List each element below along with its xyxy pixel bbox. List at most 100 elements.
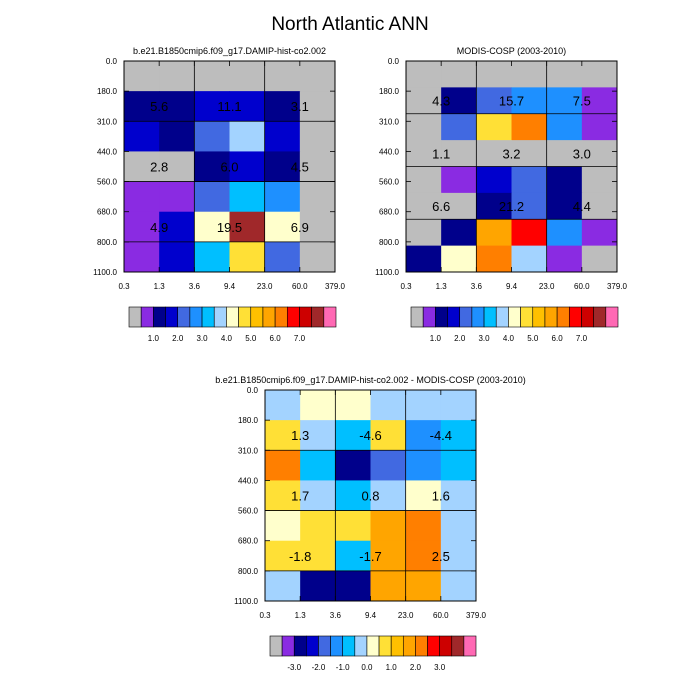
heatmap-cell bbox=[194, 151, 230, 183]
panels-group: b.e21.B1850cmip6.f09_g17.DAMIP-hist-co2.… bbox=[93, 46, 627, 620]
heatmap-cell bbox=[335, 540, 371, 572]
heatmap-cell bbox=[511, 140, 548, 167]
colorbar-box bbox=[213, 306, 227, 328]
y-tick-label: 310.0 bbox=[379, 117, 400, 126]
colorbar-box bbox=[605, 306, 619, 328]
heatmap-cell bbox=[300, 540, 336, 572]
heatmap-cell bbox=[124, 211, 160, 243]
x-tick-label: 3.6 bbox=[189, 282, 201, 291]
heatmap-cell bbox=[546, 192, 583, 220]
colorbar-tick-label: 1.0 bbox=[430, 334, 442, 343]
heatmap-cell bbox=[370, 540, 407, 572]
heatmap-cell bbox=[581, 245, 618, 273]
x-tick-label: 3.6 bbox=[330, 611, 342, 620]
colorbar-box bbox=[378, 635, 392, 657]
heatmap-cell bbox=[546, 245, 583, 273]
colorbar-box bbox=[226, 306, 239, 328]
heatmap-cell bbox=[124, 151, 160, 183]
heatmap-cell bbox=[229, 181, 266, 213]
cell-value-label: 1.3 bbox=[291, 428, 309, 443]
colorbar-tick-label: 6.0 bbox=[552, 334, 564, 343]
colorbar-tick-label: -3.0 bbox=[287, 663, 301, 672]
heatmap-cell bbox=[441, 245, 477, 273]
heatmap-cell bbox=[476, 245, 512, 273]
y-tick-label: 0.0 bbox=[247, 386, 259, 395]
y-tick-label: 680.0 bbox=[379, 208, 400, 217]
heatmap-cell bbox=[265, 420, 301, 451]
y-tick-label: 0.0 bbox=[388, 57, 400, 66]
heatmap-cell bbox=[370, 570, 407, 602]
heatmap-cell bbox=[511, 192, 548, 220]
cell-value-label: 5.6 bbox=[150, 99, 168, 114]
heatmap-cell bbox=[511, 61, 548, 88]
cell-value-label: -4.4 bbox=[430, 428, 452, 443]
heatmap-cell bbox=[405, 570, 442, 602]
heatmap-cell bbox=[229, 241, 266, 273]
colorbar-box bbox=[128, 306, 142, 328]
colorbar-box bbox=[153, 306, 166, 328]
colorbars-group: 1.0 2.0 3.0 4.0 5.0 6.0 7.0 1.0 2.0 3.0 4.0 5.0 6.0 7… bbox=[128, 306, 619, 672]
heatmap-cell bbox=[194, 241, 230, 273]
cell-value-label: 1.1 bbox=[432, 146, 450, 161]
y-tick-label: 180.0 bbox=[379, 87, 400, 96]
colorbar-tick-label: 6.0 bbox=[270, 334, 282, 343]
heatmap-cell bbox=[546, 166, 583, 194]
y-tick-label: 560.0 bbox=[97, 178, 118, 187]
y-tick-label: 180.0 bbox=[97, 87, 118, 96]
colorbar-box bbox=[410, 306, 424, 328]
cell-value-label: 4.3 bbox=[432, 94, 450, 109]
colorbar-box bbox=[165, 306, 179, 328]
heatmap-cell bbox=[264, 181, 301, 213]
heatmap-cell bbox=[440, 510, 477, 542]
panel-title: MODIS-COSP (2003-2010) bbox=[457, 46, 566, 56]
cell-value-label: 3.1 bbox=[291, 99, 309, 114]
heatmap-cell bbox=[299, 151, 336, 183]
heatmap-cell bbox=[511, 219, 548, 247]
colorbar-box bbox=[269, 635, 283, 657]
heatmap-cell bbox=[265, 390, 301, 421]
cell-value-label: 1.6 bbox=[432, 489, 450, 504]
heatmap-cell bbox=[229, 61, 266, 92]
colorbar-box bbox=[544, 306, 558, 328]
colorbar-box bbox=[342, 635, 356, 657]
heatmap-cell bbox=[440, 540, 477, 572]
colorbar-box bbox=[293, 635, 307, 657]
heatmap-cell bbox=[335, 450, 371, 481]
heatmap-cell bbox=[265, 540, 301, 572]
colorbar-tick-label: 1.0 bbox=[386, 663, 398, 672]
cell-value-label: -1.7 bbox=[359, 549, 381, 564]
colorbar-tick-label: -1.0 bbox=[336, 663, 350, 672]
heatmap-cell bbox=[441, 192, 477, 220]
heatmap-cell bbox=[511, 166, 548, 194]
heatmap-cell bbox=[229, 91, 266, 122]
y-tick-label: 310.0 bbox=[97, 117, 118, 126]
heatmap-cell bbox=[441, 166, 477, 194]
cell-value-label: 2.5 bbox=[432, 549, 450, 564]
colorbar-box bbox=[581, 306, 594, 328]
heatmap-cell bbox=[405, 450, 442, 481]
x-tick-label: 0.3 bbox=[118, 282, 130, 291]
y-tick-label: 680.0 bbox=[97, 208, 118, 217]
heatmap-cell bbox=[546, 113, 583, 141]
x-tick-label: 1.3 bbox=[295, 611, 307, 620]
heatmap-cell bbox=[406, 192, 442, 220]
x-tick-label: 23.0 bbox=[539, 282, 555, 291]
colorbar-box bbox=[439, 635, 453, 657]
x-tick-label: 379.0 bbox=[607, 282, 628, 291]
y-tick-label: 800.0 bbox=[238, 567, 259, 576]
heatmap-cell bbox=[299, 121, 336, 152]
heatmap-cell bbox=[406, 140, 442, 167]
colorbar-box bbox=[415, 635, 428, 657]
cell-value-label: 7.5 bbox=[573, 94, 591, 109]
heatmap-cell bbox=[194, 181, 230, 213]
heatmap-cell bbox=[194, 211, 230, 243]
heatmap-cell bbox=[476, 166, 512, 194]
heatmap-cell bbox=[405, 510, 442, 542]
heatmap-cell bbox=[229, 211, 266, 243]
heatmap-cell bbox=[440, 420, 477, 451]
colorbar-tick-label: 7.0 bbox=[576, 334, 588, 343]
heatmap-cell bbox=[300, 570, 336, 602]
heatmap-cell bbox=[441, 61, 477, 88]
heatmap-cell bbox=[124, 91, 160, 122]
cell-value-label: -4.6 bbox=[359, 428, 381, 443]
